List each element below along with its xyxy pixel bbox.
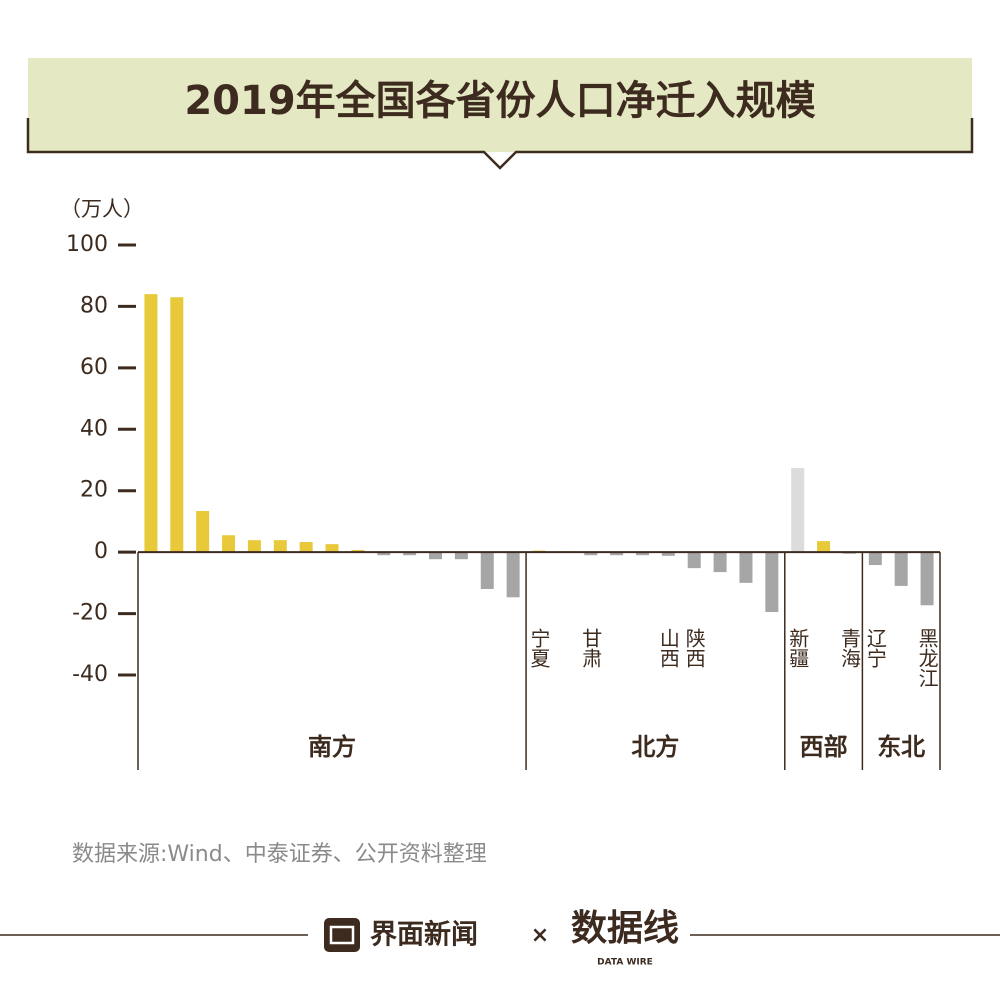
x-tick-label: 辽宁: [863, 628, 887, 668]
x-tick-label: 新疆: [786, 628, 810, 668]
y-tick-label: 100: [66, 232, 108, 257]
group-label: 西部: [800, 733, 848, 761]
bar: [299, 542, 313, 553]
bar: [687, 552, 701, 569]
source: 数据来源:Wind、中泰证券、公开资料整理: [72, 842, 487, 867]
bar: [196, 510, 210, 553]
bar: [144, 294, 158, 553]
x-tick-label: 黑龙江: [915, 628, 939, 688]
y-tick-label: -40: [72, 662, 108, 687]
y-tick-label: 0: [94, 539, 108, 564]
group-label: 北方: [631, 733, 679, 761]
bar: [610, 552, 624, 556]
bar: [247, 540, 261, 553]
bar: [351, 549, 365, 553]
title-banner: [28, 58, 972, 152]
y-tick-label: 20: [80, 478, 108, 503]
bar: [868, 552, 882, 566]
bar: [454, 552, 468, 560]
logo: 数据线: [571, 908, 679, 949]
bar: [377, 552, 391, 556]
bar: [894, 552, 908, 586]
x-tick-label: 青海: [837, 628, 861, 668]
bar: [429, 552, 443, 560]
bar: [739, 552, 753, 583]
bar: [273, 540, 287, 553]
x-tick-label: 陕西: [682, 628, 706, 668]
bar: [170, 297, 184, 553]
bar: [506, 552, 520, 598]
brand: 界面新闻: [370, 919, 478, 951]
bar: [480, 552, 494, 589]
bar: [791, 467, 805, 553]
x-tick-label: 甘肃: [579, 628, 603, 668]
chart-title: 2019年全国各省份人口净迁入规模: [184, 78, 815, 124]
x-tick-label: 宁夏: [527, 628, 551, 668]
bar: [920, 552, 934, 606]
group-label: 南方: [308, 733, 356, 761]
bar: [584, 552, 598, 556]
group-label: 东北: [877, 733, 925, 761]
bar: [325, 544, 339, 553]
brand-icon-inner: [329, 925, 355, 945]
y-tick-label: 80: [80, 293, 108, 318]
x-tick-label: 山西: [656, 628, 680, 668]
logo-sub: DATA WIRE: [597, 958, 653, 968]
bar: [765, 552, 779, 613]
y-unit: （万人）: [60, 197, 144, 221]
bar: [661, 552, 675, 556]
bar: [713, 552, 727, 573]
bar: [403, 552, 417, 556]
bar: [635, 552, 649, 556]
y-tick-label: -20: [72, 601, 108, 626]
banner-frame: [26, 118, 974, 170]
times: ×: [531, 923, 549, 948]
bar: [817, 541, 831, 553]
y-tick-label: 40: [80, 416, 108, 441]
bar: [222, 535, 236, 553]
y-tick-label: 60: [80, 355, 108, 380]
brand-icon: [324, 918, 360, 952]
